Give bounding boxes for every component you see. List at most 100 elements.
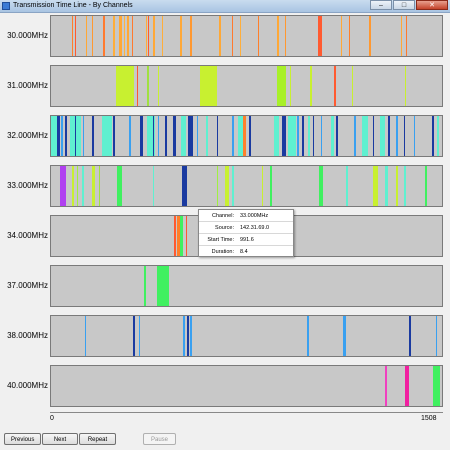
transmission-bar[interactable] xyxy=(310,66,313,106)
transmission-bar[interactable] xyxy=(232,116,234,156)
transmission-bar[interactable] xyxy=(113,16,115,56)
transmission-bar[interactable] xyxy=(432,366,441,406)
transmission-bar[interactable] xyxy=(74,16,77,56)
transmission-bar[interactable] xyxy=(276,66,286,106)
transmission-bar[interactable] xyxy=(123,16,126,56)
transmission-bar[interactable] xyxy=(196,116,199,156)
transmission-bar[interactable] xyxy=(61,116,63,156)
transmission-bar[interactable] xyxy=(116,166,123,206)
transmission-bar[interactable] xyxy=(116,66,135,106)
transmission-bar[interactable] xyxy=(404,66,407,106)
channel-lane[interactable] xyxy=(50,315,443,357)
transmission-bar[interactable] xyxy=(231,16,234,56)
transmission-bar[interactable] xyxy=(98,166,101,206)
transmission-bar[interactable] xyxy=(318,16,323,56)
transmission-bar[interactable] xyxy=(225,166,230,206)
transmission-bar[interactable] xyxy=(413,116,416,156)
transmission-bar[interactable] xyxy=(65,116,68,156)
transmission-bar[interactable] xyxy=(243,116,246,156)
minimize-button[interactable]: – xyxy=(370,0,392,10)
transmission-bar[interactable] xyxy=(91,16,94,56)
transmission-bar[interactable] xyxy=(126,16,130,56)
transmission-bar[interactable] xyxy=(103,16,105,56)
transmission-bar[interactable] xyxy=(133,316,135,356)
transmission-bar[interactable] xyxy=(113,116,115,156)
channel-lane[interactable] xyxy=(50,115,443,157)
transmission-bar[interactable] xyxy=(157,66,160,106)
transmission-bar[interactable] xyxy=(140,116,144,156)
transmission-bar[interactable] xyxy=(239,16,242,56)
transmission-bar[interactable] xyxy=(136,66,139,106)
transmission-bar[interactable] xyxy=(331,116,334,156)
channel-lane[interactable] xyxy=(50,165,443,207)
transmission-bar[interactable] xyxy=(118,16,122,56)
transmission-bar[interactable] xyxy=(190,16,192,56)
transmission-bar[interactable] xyxy=(284,16,287,56)
transmission-bar[interactable] xyxy=(343,316,346,356)
transmission-bar[interactable] xyxy=(400,16,402,56)
channel-lane[interactable] xyxy=(50,15,443,57)
transmission-bar[interactable] xyxy=(219,16,221,56)
previous-button[interactable]: Previous xyxy=(4,433,41,445)
transmission-bar[interactable] xyxy=(257,16,260,56)
transmission-bar[interactable] xyxy=(71,166,74,206)
transmission-bar[interactable] xyxy=(318,166,324,206)
transmission-bar[interactable] xyxy=(369,16,371,56)
transmission-bar[interactable] xyxy=(92,116,95,156)
transmission-bar[interactable] xyxy=(288,116,296,156)
transmission-bar[interactable] xyxy=(157,266,169,306)
transmission-bar[interactable] xyxy=(354,116,356,156)
transmission-bar[interactable] xyxy=(180,116,187,156)
transmission-bar[interactable] xyxy=(57,116,60,156)
transmission-bar[interactable] xyxy=(84,316,87,356)
transmission-bar[interactable] xyxy=(131,16,134,56)
transmission-bar[interactable] xyxy=(51,116,59,156)
close-button[interactable]: ✕ xyxy=(416,0,448,10)
transmission-bar[interactable] xyxy=(173,216,176,256)
transmission-bar[interactable] xyxy=(404,166,406,206)
transmission-bar[interactable] xyxy=(74,116,77,156)
next-button[interactable]: Next xyxy=(42,433,78,445)
transmission-bar[interactable] xyxy=(180,216,183,256)
transmission-bar[interactable] xyxy=(249,116,252,156)
transmission-bar[interactable] xyxy=(153,16,155,56)
maximize-button[interactable]: □ xyxy=(393,0,415,10)
transmission-bar[interactable] xyxy=(161,16,164,56)
transmission-bar[interactable] xyxy=(372,116,375,156)
transmission-bar[interactable] xyxy=(144,266,146,306)
transmission-bar[interactable] xyxy=(307,316,309,356)
transmission-bar[interactable] xyxy=(81,166,84,206)
transmission-bar[interactable] xyxy=(297,116,300,156)
transmission-bar[interactable] xyxy=(281,116,287,156)
transmission-bar[interactable] xyxy=(216,166,219,206)
transmission-bar[interactable] xyxy=(189,316,192,356)
transmission-bar[interactable] xyxy=(147,16,150,56)
transmission-bar[interactable] xyxy=(101,116,112,156)
transmission-bar[interactable] xyxy=(409,316,411,356)
repeat-button[interactable]: Repeat xyxy=(79,433,116,445)
transmission-bar[interactable] xyxy=(138,316,141,356)
transmission-bar[interactable] xyxy=(289,66,292,106)
transmission-bar[interactable] xyxy=(385,166,388,206)
transmission-bar[interactable] xyxy=(71,16,74,56)
transmission-bar[interactable] xyxy=(237,116,245,156)
transmission-bar[interactable] xyxy=(405,16,408,56)
transmission-bar[interactable] xyxy=(261,166,264,206)
transmission-bar[interactable] xyxy=(76,166,79,206)
transmission-bar[interactable] xyxy=(147,66,149,106)
transmission-bar[interactable] xyxy=(181,166,187,206)
transmission-bar[interactable] xyxy=(205,116,208,156)
channel-lane[interactable] xyxy=(50,265,443,307)
transmission-bar[interactable] xyxy=(403,116,406,156)
transmission-bar[interactable] xyxy=(185,216,188,256)
transmission-bar[interactable] xyxy=(188,116,194,156)
transmission-bar[interactable] xyxy=(351,66,354,106)
transmission-bar[interactable] xyxy=(187,316,189,356)
transmission-bar[interactable] xyxy=(348,16,351,56)
transmission-bar[interactable] xyxy=(362,116,368,156)
transmission-bar[interactable] xyxy=(320,116,323,156)
transmission-bar[interactable] xyxy=(425,166,428,206)
transmission-bar[interactable] xyxy=(388,116,390,156)
transmission-bar[interactable] xyxy=(435,316,438,356)
transmission-bar[interactable] xyxy=(405,366,409,406)
